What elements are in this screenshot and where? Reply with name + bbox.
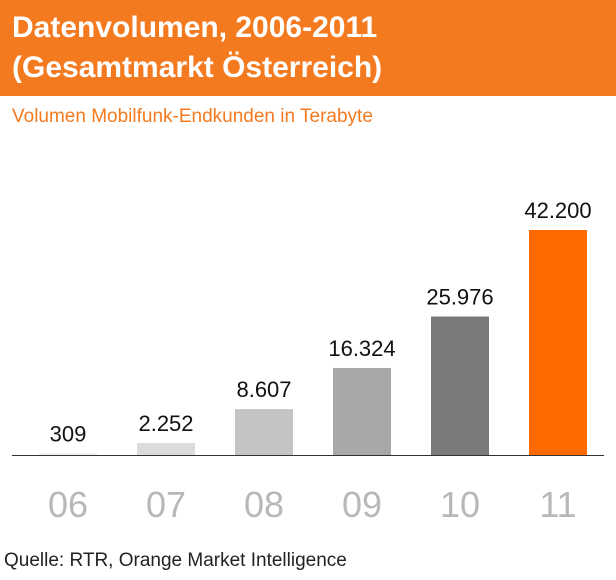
value-label-09: 16.324 [328, 336, 395, 361]
chart-subtitle: Volumen Mobilfunk-Endkunden in Terabyte [12, 106, 373, 127]
source-note: Quelle: RTR, Orange Market Intelligence [4, 550, 347, 571]
chart-title-line-1: Datenvolumen, 2006-2011 [12, 11, 378, 44]
value-label-07: 2.252 [138, 411, 193, 436]
value-label-11: 42.200 [524, 198, 591, 223]
x-tick-label-07: 07 [146, 484, 186, 525]
value-label-08: 8.607 [236, 377, 291, 402]
x-tick-label-08: 08 [244, 484, 284, 525]
x-tick-label-09: 09 [342, 484, 382, 525]
x-tick-label-06: 06 [48, 484, 88, 525]
bar-chart: 309 06 2.252 07 8.607 08 16.324 09 25.976 10 42.20… [12, 198, 604, 525]
bar-10 [431, 316, 489, 455]
x-tick-label-10: 10 [440, 484, 480, 525]
chart-title-line-2: (Gesamtmarkt Österreich) [12, 51, 383, 84]
title-band: Datenvolumen, 2006-2011 (Gesamtmarkt Öst… [0, 0, 616, 96]
bar-09 [333, 367, 391, 455]
bar-08 [235, 409, 293, 455]
bar-06 [39, 453, 97, 455]
value-label-10: 25.976 [426, 285, 493, 310]
bar-11 [529, 230, 587, 455]
value-label-06: 309 [50, 421, 87, 446]
bar-07 [137, 442, 195, 455]
x-tick-label-11: 11 [539, 484, 576, 525]
